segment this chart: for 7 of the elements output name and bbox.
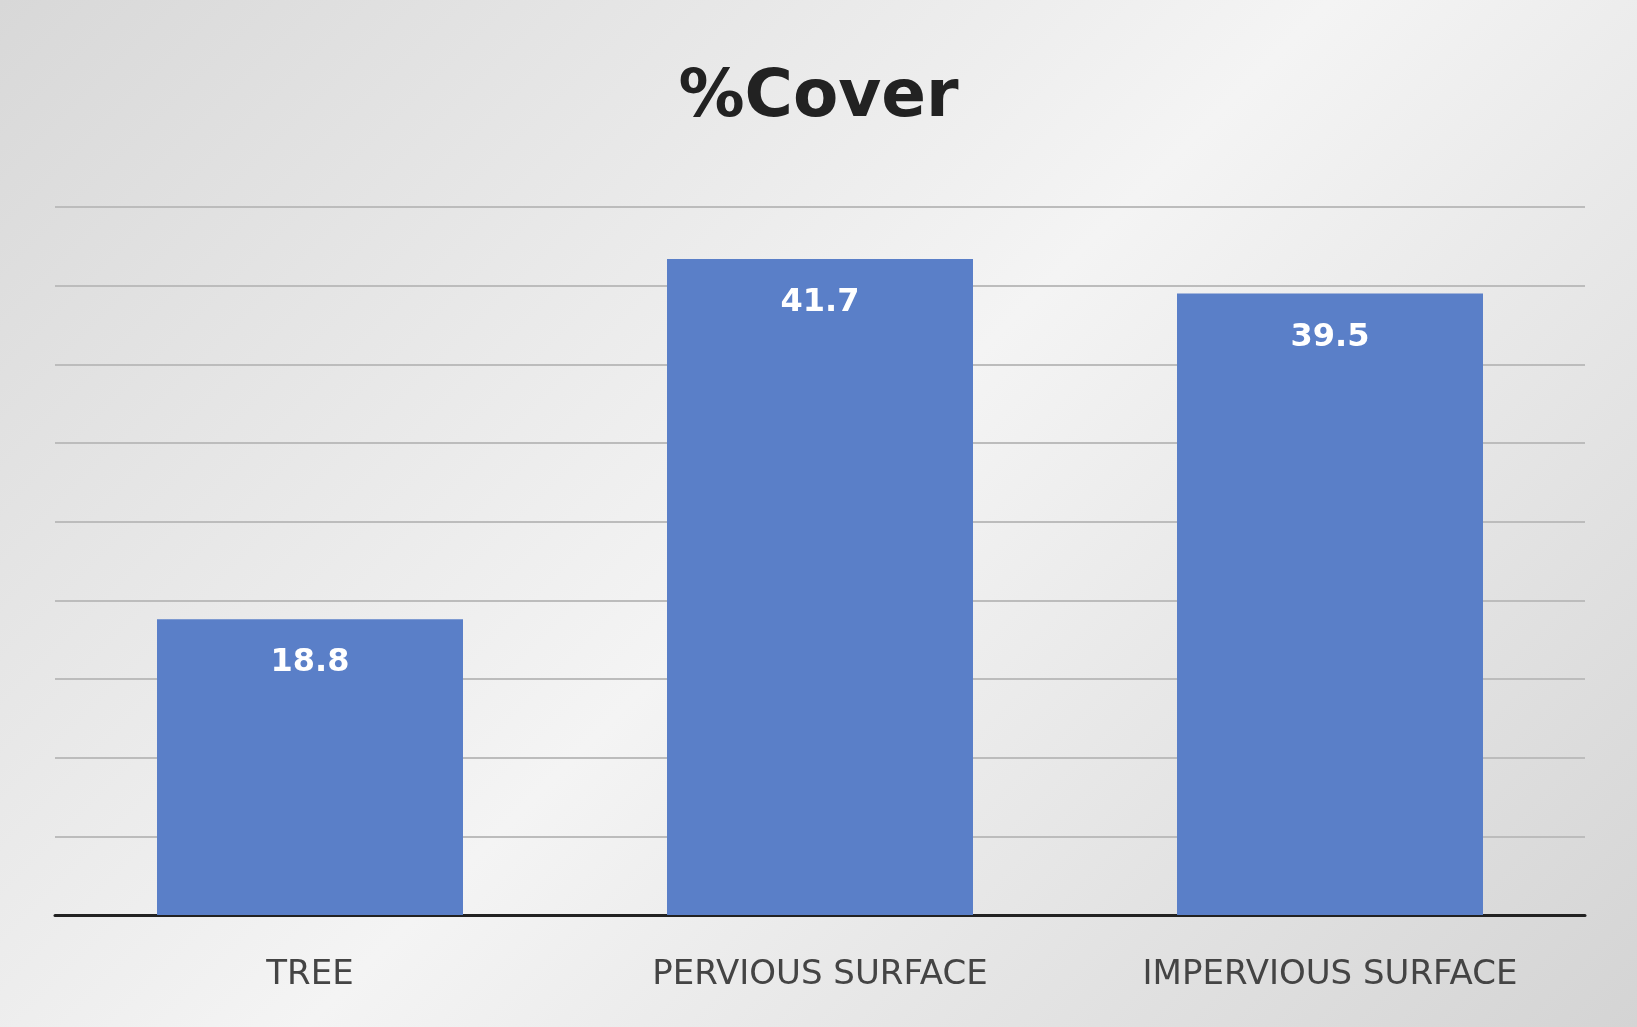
data-label: 39.5 xyxy=(1290,315,1370,354)
x-tick-label: IMPERVIOUS SURFACE xyxy=(1142,952,1518,992)
data-label: 41.7 xyxy=(780,280,860,319)
chart-title: %Cover xyxy=(678,54,960,132)
data-label: 18.8 xyxy=(270,641,350,680)
x-tick-label: PERVIOUS SURFACE xyxy=(652,952,988,992)
x-tick-label: TREE xyxy=(265,952,354,992)
